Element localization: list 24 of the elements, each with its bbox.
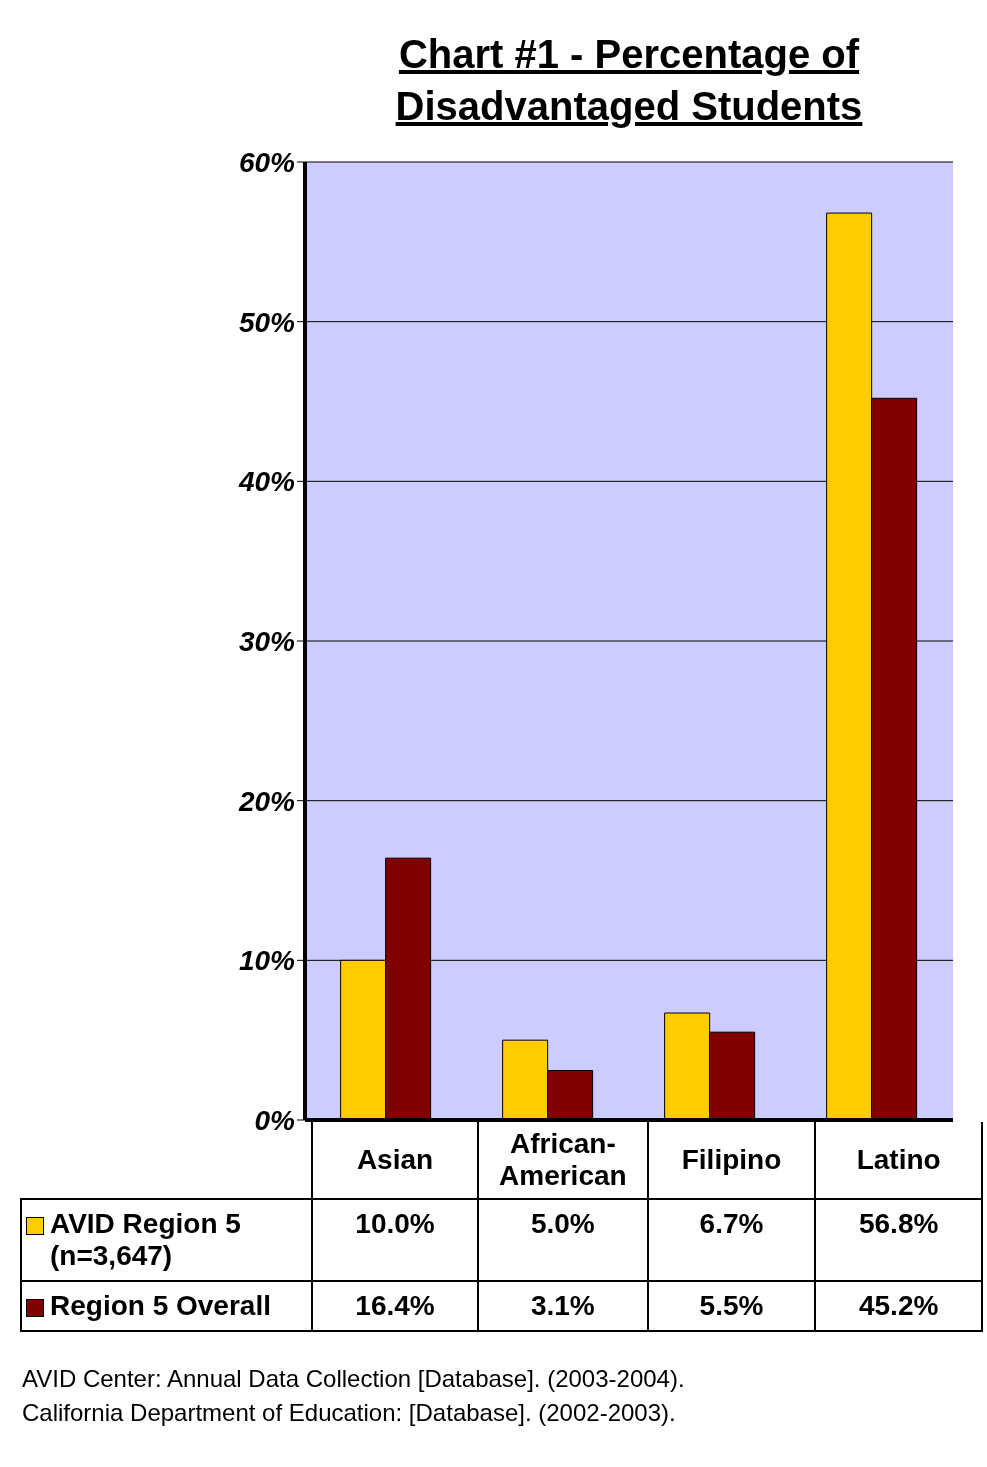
legend-label: AVID Region 5 (n=3,647)	[50, 1208, 242, 1272]
y-tick-label: 60%	[238, 146, 296, 178]
data-label: 16.4%	[311, 1281, 479, 1331]
data-label: 45.2%	[815, 1281, 982, 1331]
x-tick-label: Asian	[311, 1122, 479, 1199]
x-tick-label: Latino	[815, 1122, 982, 1199]
data-label: 56.8%	[815, 1199, 982, 1281]
y-tick-label: 40%	[237, 466, 296, 498]
data-label: 5.0%	[478, 1199, 648, 1281]
text: California Department of Education: [Database]. (2002-2003).	[22, 1398, 677, 1428]
y-tick-label: 30%	[238, 625, 296, 657]
legend-label: Region 5 Overall	[50, 1290, 271, 1322]
data-label: 6.7%	[647, 1199, 816, 1281]
data-label: 10.0%	[311, 1199, 479, 1281]
y-tick-label: 20%	[237, 785, 296, 817]
text: AVID Center: Annual Data Collection [Database]. (2003-2004).	[22, 1364, 686, 1394]
chart-title: Chart #1 - Percentage of Disadvantaged Students	[394, 31, 864, 130]
data-label: 5.5%	[647, 1281, 816, 1331]
y-tick-label: 10%	[238, 945, 296, 977]
y-tick-label: 0%	[254, 1104, 296, 1136]
x-tick-label: African-American	[478, 1122, 648, 1199]
y-tick-label: 50%	[238, 306, 296, 338]
data-label: 3.1%	[478, 1281, 648, 1331]
x-tick-label: Filipino	[647, 1122, 816, 1199]
